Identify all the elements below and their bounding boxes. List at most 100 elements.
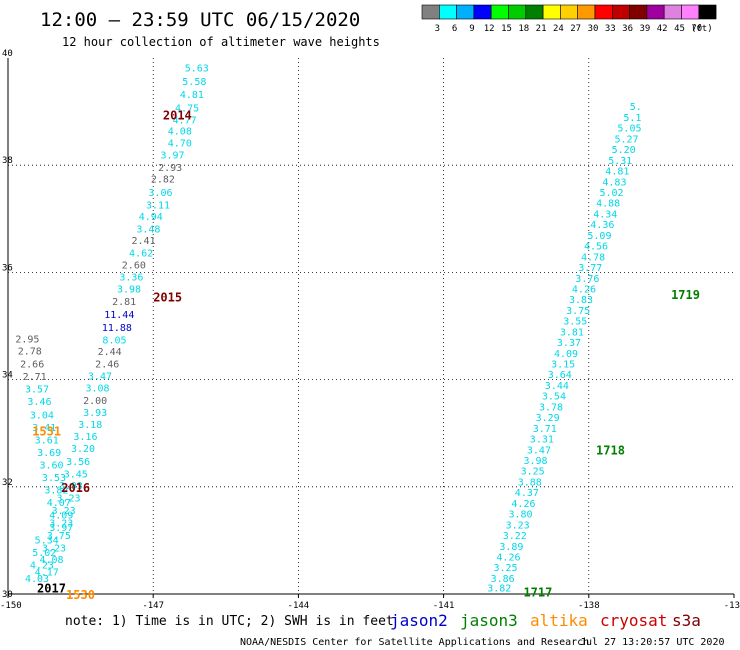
x-tick-label: -138	[578, 601, 600, 611]
data-point-label: 2.46	[95, 360, 119, 371]
data-point-label: 4.08	[168, 126, 192, 137]
data-point-label: 2.60	[122, 260, 146, 271]
chart-subtitle: 12 hour collection of altimeter wave hei…	[62, 35, 380, 49]
legend-swatch	[421, 4, 440, 20]
legend-label: 27	[570, 24, 581, 34]
legend-swatch	[611, 4, 630, 20]
data-point-label: 3.56	[66, 457, 90, 468]
data-point-label: 3.25	[521, 467, 545, 478]
data-point-label: 3.23	[42, 543, 66, 554]
data-point-label: 4.75	[175, 103, 199, 114]
track-time-label: 2016	[61, 481, 90, 495]
track-time-label: 2015	[153, 291, 182, 305]
legend-label: 39	[639, 24, 650, 34]
y-tick-label: 38	[2, 156, 13, 166]
legend-swatch	[473, 4, 492, 20]
data-point-label: 4.17	[35, 567, 59, 578]
data-point-label: 3.88	[518, 477, 542, 488]
data-point-label: 3.11	[146, 200, 170, 211]
data-point-label: 3.89	[499, 542, 523, 553]
data-point-label: 2.93	[158, 163, 182, 174]
data-point-label: 2.41	[131, 236, 155, 247]
legend-swatch	[698, 4, 717, 20]
legend-label: 45	[674, 24, 685, 34]
data-point-label: 3.16	[73, 432, 97, 443]
legend-label: 36	[622, 24, 633, 34]
data-point-label: 5.1	[623, 113, 641, 124]
legend-label: 9	[469, 24, 474, 34]
mission-label-altika: altika	[530, 611, 588, 630]
data-point-label: 5.	[630, 102, 642, 113]
data-point-label: 11.44	[104, 310, 134, 321]
data-point-label: 3.81	[560, 327, 584, 338]
data-point-label: 4.78	[581, 252, 605, 263]
data-point-label: 11.88	[102, 323, 132, 334]
legend-swatch	[560, 4, 579, 20]
legend-label: 42	[657, 24, 668, 34]
footer-credit: NOAA/NESDIS Center for Satellite Applica…	[240, 637, 589, 648]
legend-swatch	[577, 4, 596, 20]
data-point-label: 3.75	[566, 306, 590, 317]
track-labels: 2014 2015 2016 2017 1531 1530 1719 1718 1717	[32, 108, 700, 602]
data-point-label: 4.83	[602, 177, 626, 188]
mission-label-s3a: s3a	[672, 611, 701, 630]
data-point-label: 3.08	[85, 384, 109, 395]
data-point-label: 3.44	[545, 381, 569, 392]
data-point-label: 3.31	[530, 435, 554, 446]
note-text: note: 1) Time is in UTC; 2) SWH is in fe…	[65, 614, 394, 629]
chart-title: 12:00 — 23:59 UTC 06/15/2020	[40, 9, 360, 31]
data-point-label: 5.02	[600, 188, 624, 199]
legend-label: 3	[435, 24, 440, 34]
data-point-label: 2.82	[151, 175, 175, 186]
data-point-label: 2.78	[18, 347, 42, 358]
legend-label: 33	[605, 24, 616, 34]
mission-label-jason2: jason2	[390, 611, 448, 630]
data-point-label: 5.34	[35, 535, 59, 546]
data-point-label: 3.64	[548, 370, 572, 381]
data-point-label: 3.53	[42, 473, 66, 484]
legend-label: 18	[518, 24, 529, 34]
data-point-label: 3.83	[569, 295, 593, 306]
x-tick-label: -13	[724, 601, 740, 611]
data-point-label: 3.93	[59, 481, 83, 492]
legend-swatch	[525, 4, 544, 20]
legend-label: 70	[691, 24, 702, 34]
data-point-label: 3.78	[539, 402, 563, 413]
x-tick-label: -144	[288, 601, 310, 611]
data-point-label: 2.71	[23, 372, 47, 383]
data-point-label: 5.02	[32, 548, 56, 559]
legend-label: (ft)	[691, 24, 713, 34]
data-point-label: 3.23	[56, 494, 80, 505]
data-point-label: 4.23	[30, 561, 54, 572]
data-point-label: 4.94	[139, 212, 163, 223]
data-point-label: 3.18	[78, 420, 102, 431]
data-point-label: 3.20	[71, 444, 95, 455]
data-point-label: 4.56	[584, 242, 608, 253]
data-point-label: 4.09	[554, 349, 578, 360]
data-point-label: 3.25	[494, 563, 518, 574]
data-point-label: 4.26	[572, 284, 596, 295]
legend-swatch	[542, 4, 561, 20]
mission-label-cryosat: cryosat	[600, 611, 667, 630]
data-point-label: 3.37	[557, 338, 581, 349]
data-point-label: 5.09	[587, 231, 611, 242]
data-point-label: 3.46	[27, 397, 51, 408]
data-point-label: 5.27	[615, 134, 639, 145]
data-point-label: 3.82	[44, 485, 68, 496]
axes: -150 -147 -144 -141 -138 -13 30 32 34 36 38 40	[0, 49, 740, 611]
legend-swatch	[438, 4, 457, 20]
data-point-label: 3.55	[563, 317, 587, 328]
data-point-label: 4.36	[590, 220, 614, 231]
data-point-label: 4.34	[593, 209, 617, 220]
legend-swatch	[456, 4, 475, 20]
data-point-label: 4.88	[596, 199, 620, 210]
data-point-label: 3.86	[491, 574, 515, 585]
data-point-label: 4.08	[40, 555, 64, 566]
data-point-label: 2.66	[20, 360, 44, 371]
data-point-label: 3.23	[52, 506, 76, 517]
data-point-label: 3.23	[506, 520, 530, 531]
data-point-label: 3.93	[83, 408, 107, 419]
plot-area: -150 -147 -144 -141 -138 -13 30 32 34 36 38 40 5.63…	[0, 49, 740, 611]
data-point-label: 3.54	[542, 392, 566, 403]
data-point-label: 3.47	[527, 445, 551, 456]
